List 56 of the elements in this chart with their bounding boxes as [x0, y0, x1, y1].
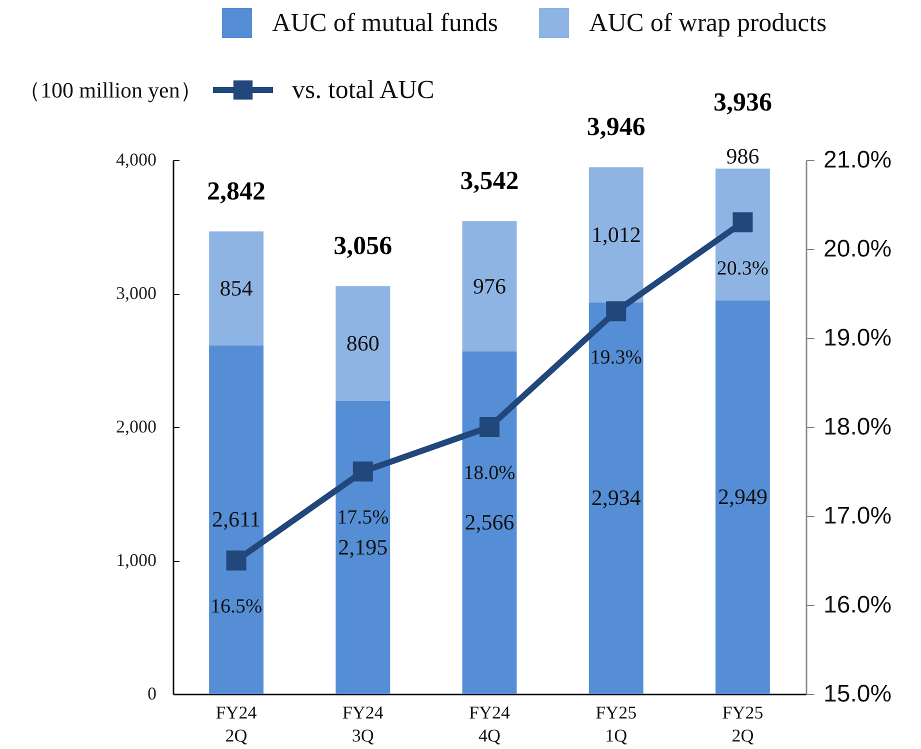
- bar: [588, 302, 644, 694]
- data-label: 2,195: [338, 534, 388, 560]
- bar: [336, 286, 390, 401]
- data-label: 976: [473, 273, 506, 298]
- data-label: 860: [346, 330, 380, 356]
- y-tick-label: 2,000: [116, 416, 156, 436]
- bar: [209, 231, 264, 346]
- annotation: 3,936: [713, 88, 772, 117]
- bar: [462, 351, 517, 694]
- y2-tick-label: 15.0%: [824, 680, 892, 708]
- x-tick-label: FY24 3Q: [342, 702, 384, 746]
- bar: [715, 300, 770, 694]
- y-tick-label: 4,000: [116, 150, 156, 170]
- annotation: 2,842: [207, 176, 266, 206]
- data-label: 2,611: [212, 506, 261, 532]
- y2-tick-label: 20.0%: [824, 236, 892, 262]
- y-tick-label: 3,000: [116, 283, 156, 303]
- annotation: 3,056: [334, 231, 392, 260]
- point: [732, 212, 753, 232]
- bar: [715, 168, 770, 300]
- y2-tick-label: 16.0%: [824, 592, 892, 618]
- bar: [209, 345, 264, 694]
- legend-label: vs. total AUC: [292, 75, 434, 104]
- point: [606, 301, 626, 322]
- data-label: 2,566: [464, 510, 514, 535]
- y-axis-title: （100 million yen）: [18, 78, 202, 102]
- legend-label: AUC of mutual funds: [272, 8, 498, 37]
- data-label: 986: [726, 144, 760, 169]
- bar: [336, 400, 390, 694]
- x-tick-label: FY25 2Q: [722, 702, 764, 746]
- legend-label: AUC of wrap products: [589, 8, 827, 37]
- data-label: 20.3%: [716, 257, 769, 280]
- annotation: 3,946: [586, 112, 646, 142]
- data-label: 19.3%: [590, 346, 642, 368]
- data-label: 2,934: [591, 485, 641, 510]
- y2-tick-label: 18.0%: [824, 414, 892, 440]
- data-label: 2,949: [718, 484, 768, 510]
- y2-tick-label: 21.0%: [824, 146, 892, 174]
- data-label: 1,012: [591, 222, 641, 247]
- bar: [588, 167, 644, 302]
- data-label: 17.5%: [337, 506, 389, 528]
- y2-tick-label: 19.0%: [824, 324, 892, 352]
- y-tick-label: 0: [148, 684, 156, 704]
- point: [226, 550, 246, 570]
- x-tick-label: FY24 4Q: [468, 702, 510, 746]
- bar: [462, 221, 517, 352]
- x-tick-label: FY25 1Q: [596, 702, 637, 746]
- y2-tick-label: 17.0%: [824, 502, 892, 530]
- annotation: 3,542: [460, 166, 519, 196]
- point: [480, 417, 500, 437]
- x-tick-label: FY24 2Q: [216, 702, 257, 746]
- point: [352, 462, 373, 482]
- y-tick-label: 1,000: [116, 550, 156, 570]
- data-label: 854: [220, 275, 253, 300]
- data-label: 18.0%: [464, 462, 516, 484]
- data-label: 16.5%: [210, 596, 262, 618]
